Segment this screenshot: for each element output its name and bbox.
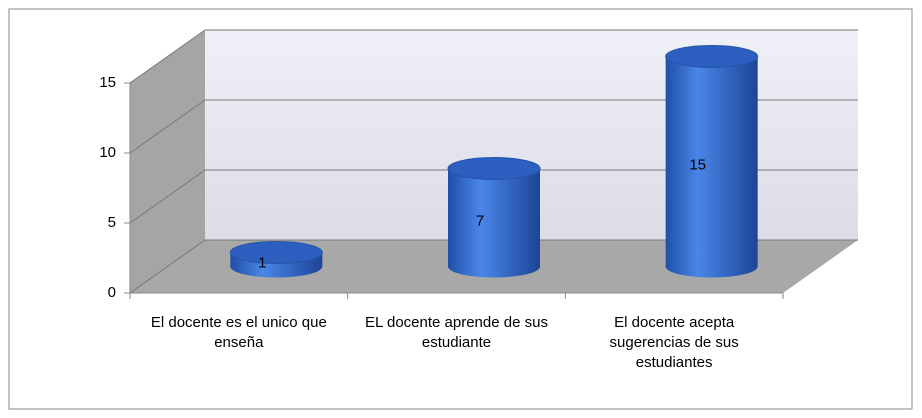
value-label: 7 — [476, 212, 484, 229]
y-tick-label: 10 — [99, 144, 116, 161]
x-tick-label: El docente es el unico que enseña — [150, 314, 327, 351]
bar: 1 — [229, 241, 323, 278]
cylinder-body — [448, 168, 540, 278]
grid-line — [129, 169, 206, 224]
y-tick-label: 0 — [108, 284, 116, 301]
cylinder-top — [665, 45, 759, 68]
cylinder-top — [229, 241, 323, 264]
cylinder-body — [665, 56, 758, 278]
grid-line — [129, 29, 206, 84]
side-wall — [130, 30, 205, 293]
y-tick-label: 15 — [99, 74, 116, 91]
bar: 15 — [665, 45, 759, 278]
bar: 7 — [447, 157, 541, 278]
grid-line — [129, 239, 206, 294]
value-label: 15 — [689, 156, 706, 173]
y-tick-label: 5 — [108, 214, 116, 231]
value-label: 1 — [258, 254, 266, 271]
x-tick-label: EL docente aprende de sus estudiante — [365, 314, 548, 351]
cylinder-top — [447, 157, 541, 180]
grid-line — [129, 99, 206, 154]
x-tick-label: El docente acepta sugerencias de sus est… — [609, 314, 739, 371]
